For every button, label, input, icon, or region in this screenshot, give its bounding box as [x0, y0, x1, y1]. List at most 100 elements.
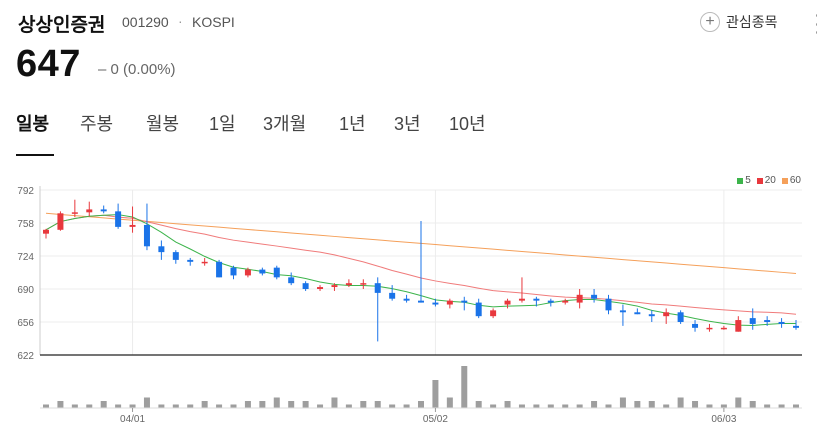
candle-body	[749, 318, 756, 324]
candle-body	[562, 300, 569, 303]
volume-bar	[86, 404, 93, 408]
volume-bar	[172, 404, 179, 408]
candle-body	[259, 269, 266, 274]
volume-bar	[432, 380, 439, 408]
more-options-icon[interactable]	[813, 14, 817, 34]
candle-body	[547, 300, 554, 303]
candle-body	[230, 267, 237, 276]
tab-daily[interactable]: 일봉	[16, 114, 50, 134]
legend-ma60: 60	[781, 175, 801, 186]
candle-body	[706, 327, 713, 330]
volume-bar	[446, 397, 453, 408]
tab-10y[interactable]: 10년	[449, 114, 486, 134]
candle-body	[605, 298, 612, 311]
tab-1y[interactable]: 1년	[339, 114, 366, 134]
volume-bar	[43, 404, 49, 408]
candle-body	[216, 261, 223, 278]
candle-body	[86, 209, 93, 213]
candle-body	[129, 224, 136, 227]
volume-bar	[562, 404, 569, 408]
candle-body	[432, 302, 439, 305]
candle-body	[100, 209, 107, 212]
volume-bar	[187, 404, 194, 408]
candle-body	[57, 213, 64, 230]
volume-bar	[461, 366, 468, 408]
candle-body	[677, 312, 684, 322]
candle-body	[403, 298, 410, 301]
candle-body	[490, 310, 497, 317]
stock-code: 001290	[122, 14, 169, 30]
candle-body	[692, 323, 699, 328]
candle-body	[389, 292, 396, 299]
volume-bar	[605, 404, 612, 408]
tab-3m[interactable]: 3개월	[263, 114, 307, 134]
volume-bar	[490, 404, 497, 408]
volume-bar	[619, 397, 626, 408]
candle-body	[518, 298, 525, 301]
candle-body	[302, 283, 309, 289]
y-tick-label: 758	[17, 219, 34, 230]
volume-bar	[591, 401, 598, 408]
volume-bar	[576, 404, 583, 408]
candle-body	[475, 302, 482, 317]
candle-body	[619, 310, 626, 313]
tab-weekly[interactable]: 주봉	[80, 114, 114, 134]
volume-bar	[259, 401, 266, 408]
volume-bar	[331, 397, 338, 408]
candle-body	[43, 229, 49, 234]
volume-bar	[475, 401, 482, 408]
volume-bar	[129, 404, 136, 408]
volume-bar	[288, 401, 295, 408]
candle-body	[273, 267, 280, 278]
volume-bar	[345, 404, 352, 408]
candle-body	[778, 322, 785, 324]
candle-body	[634, 312, 641, 315]
volume-bar	[216, 404, 223, 408]
y-tick-label: 724	[17, 252, 34, 263]
volume-bar	[663, 404, 670, 408]
add-favorite-button[interactable]: + 관심종목	[700, 12, 778, 32]
y-tick-label: 656	[17, 318, 34, 329]
price-chart[interactable]: 792 758 724 690 656 622 04/01 05/02 06/03	[0, 170, 817, 431]
active-tab-indicator	[16, 154, 54, 156]
y-tick-label: 690	[17, 285, 34, 296]
tab-3y[interactable]: 3년	[394, 114, 421, 134]
candle-body	[345, 283, 352, 286]
volume-bar	[749, 401, 756, 408]
x-tick-label: 05/02	[423, 414, 448, 425]
price-change: – 0 (0.00%)	[98, 61, 176, 78]
candle-body	[288, 277, 295, 284]
legend-ma5: 5	[737, 175, 751, 186]
y-tick-label: 622	[17, 351, 34, 362]
volume-bar	[634, 401, 641, 408]
volume-bar	[389, 404, 396, 408]
volume-bar	[778, 404, 785, 408]
x-tick-label: 04/01	[120, 414, 145, 425]
volume-bar	[317, 404, 324, 408]
volume-bar	[677, 397, 684, 408]
candle-body	[115, 211, 122, 227]
volume-bar	[302, 401, 309, 408]
volume-bar	[143, 397, 150, 408]
candle-body	[591, 294, 598, 299]
candle-body	[576, 294, 583, 303]
volume-bar	[230, 404, 237, 408]
candle-body	[71, 212, 78, 214]
candle-body	[201, 261, 208, 264]
volume-bar	[504, 401, 511, 408]
tab-monthly[interactable]: 월봉	[146, 114, 180, 134]
candle-body	[374, 283, 381, 293]
candle-body	[764, 320, 771, 322]
volume-bar	[201, 401, 208, 408]
tab-1d[interactable]: 1일	[209, 114, 236, 134]
volume-bar	[374, 401, 381, 408]
volume-bar	[57, 401, 64, 408]
candle-body	[244, 269, 251, 276]
candle-body	[158, 246, 165, 253]
current-price: 647	[16, 43, 81, 85]
volume-bar	[158, 404, 165, 408]
candle-body	[648, 314, 655, 317]
volume-bar	[764, 404, 771, 408]
volume-bar	[706, 404, 713, 408]
volume-bar	[692, 401, 699, 408]
